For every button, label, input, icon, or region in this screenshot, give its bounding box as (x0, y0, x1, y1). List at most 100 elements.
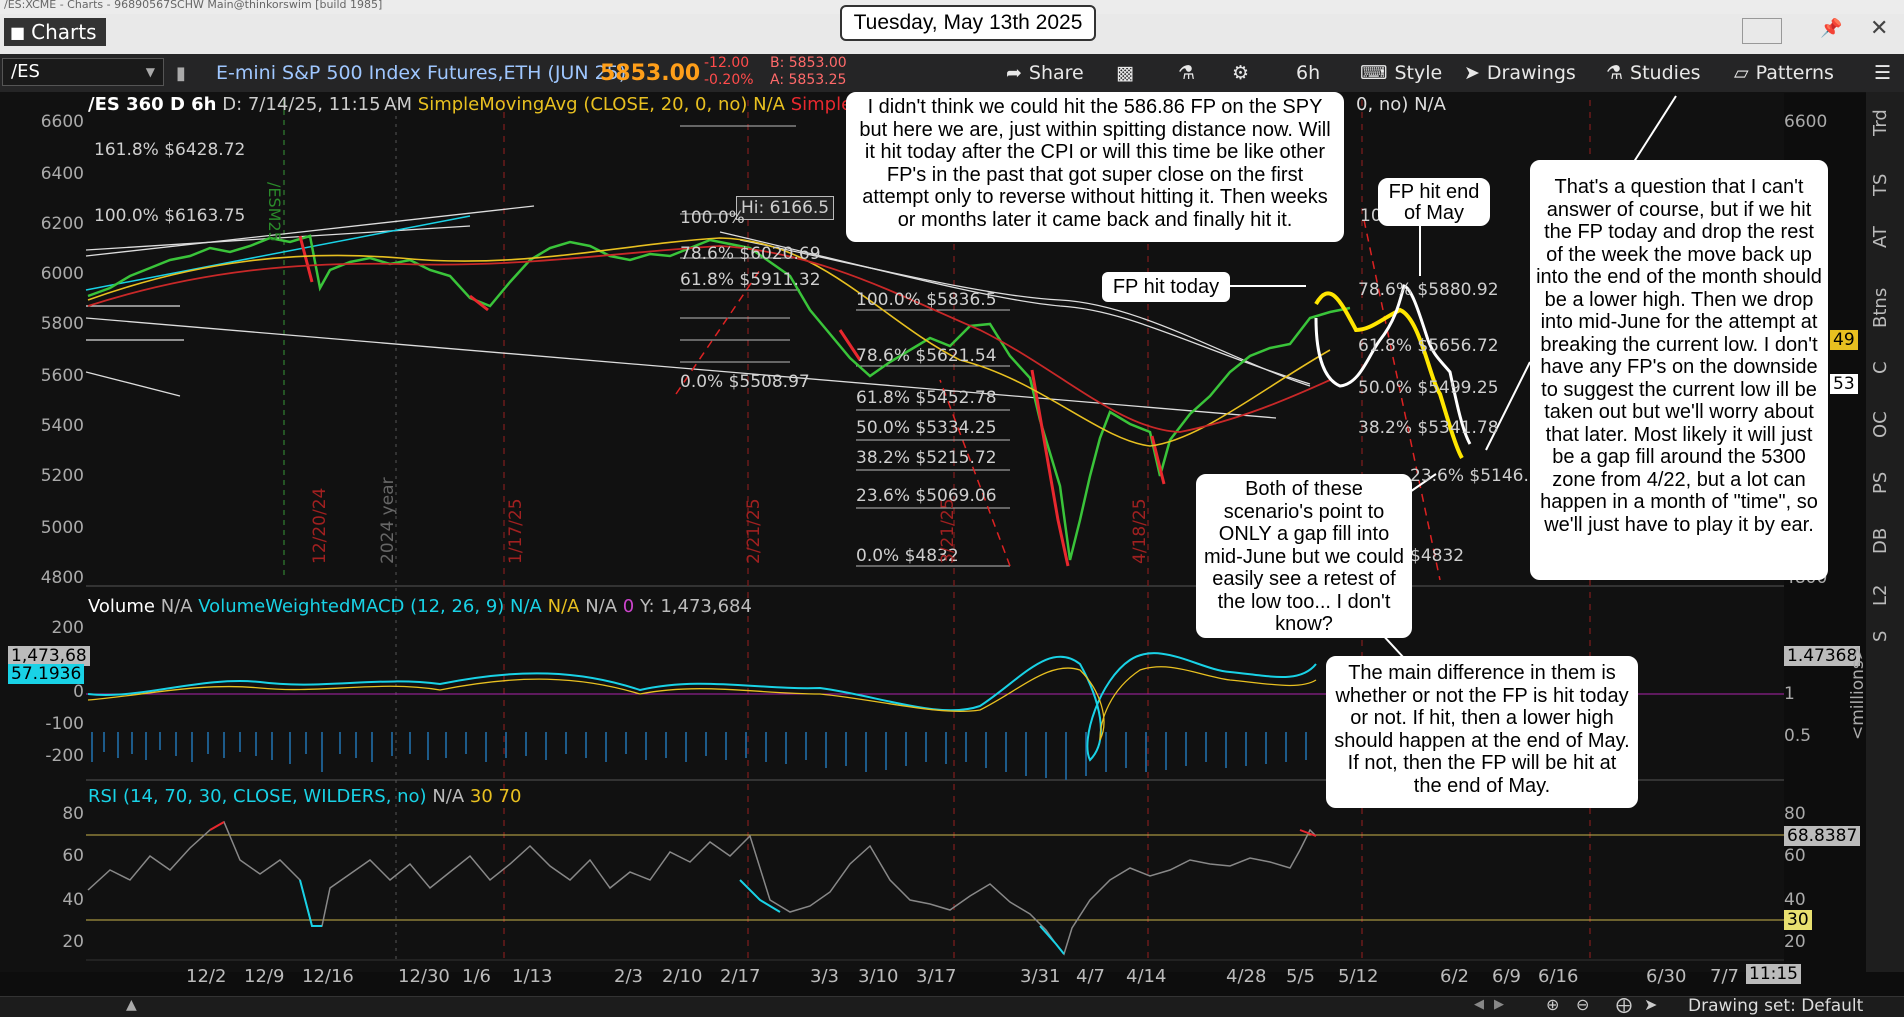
zoom-out-icon[interactable]: ⊖ (1576, 995, 1590, 1014)
vertical-label: /ESM25 (265, 182, 284, 242)
price-axis-right-label: 6600 (1784, 112, 1828, 132)
vertical-label: 12/20/24 (310, 487, 330, 564)
chart-toolbar: /ES ▼ ▮ E-mini S&P 500 Index Futures,ETH … (0, 54, 1904, 93)
fib-label: 23.6% $5146.94 (1410, 466, 1551, 486)
fib-label: 61.8% $5911.32 (680, 270, 821, 290)
rsi-axis-right-label: 40 (1784, 890, 1806, 910)
sma-study-label[interactable]: SimpleMovingAvg (CLOSE, 20, 0, no) (417, 94, 748, 115)
price-axis-label: 6200 (40, 214, 84, 234)
timeframe-button[interactable]: 6h (1296, 62, 1321, 84)
high-label: Hi: 6166.5 (736, 196, 835, 220)
rsi-axis-right-label: 80 (1784, 804, 1806, 824)
style-label: Style (1394, 62, 1443, 84)
pin-icon[interactable]: 📌 (1820, 18, 1843, 39)
cursor-icon[interactable]: ➤ (1644, 995, 1658, 1014)
x-axis-label: 4/28 (1226, 966, 1267, 987)
volume-axis-label: 200 (51, 618, 84, 638)
share-button[interactable]: ➦ Share (1006, 54, 1084, 92)
tab-ts[interactable]: TS (1870, 173, 1891, 196)
header-tail-value: N/A (1414, 94, 1446, 115)
tab-trd[interactable]: Trd (1870, 109, 1891, 136)
drawings-button[interactable]: ➤ Drawings (1464, 54, 1576, 92)
macd-study-label[interactable]: VolumeWeightedMACD (12, 26, 9) (198, 596, 505, 617)
rsi-30-tag: 30 (1784, 910, 1812, 930)
tab-c[interactable]: C (1870, 361, 1891, 374)
price-axis-label: 5400 (40, 416, 84, 436)
rsi-axis-right-label: 20 (1784, 932, 1806, 952)
macd-value-tag: 57.1936 (8, 664, 85, 684)
chart-header: /ES 360 D 6h D: 7/14/25, 11:15 AM Simple… (88, 94, 906, 115)
note-both: Both of these scenario's point to ONLY a… (1196, 474, 1412, 638)
volume-axis-right-label: 1 (1784, 684, 1795, 704)
note-question: That's a question that I can't answer of… (1530, 160, 1828, 580)
x-axis-label: 12/2 (186, 966, 227, 987)
gear-icon[interactable]: ⚙ (1232, 62, 1250, 84)
crosshair-icon[interactable]: ⨁ (1616, 995, 1632, 1014)
zoom-in-icon[interactable]: ⊕ (1546, 995, 1560, 1014)
tab-btns[interactable]: Btns (1870, 287, 1891, 328)
scroll-left-icon[interactable]: ◀ (1474, 997, 1484, 1012)
sma-value: N/A (753, 94, 785, 115)
patterns-button[interactable]: ▱ Patterns (1734, 54, 1834, 92)
studies-button[interactable]: ⚗ Studies (1606, 54, 1701, 92)
link-icon[interactable]: ▮ (176, 62, 186, 84)
change-value: -12.00 (704, 55, 750, 71)
chart-title: /ES 360 D 6h (88, 94, 217, 115)
x-axis-label: 12/9 (244, 966, 285, 987)
volume-axis-right-label: 0.5 (1784, 726, 1812, 746)
last-price: 5853.00 (600, 60, 701, 86)
tab-s[interactable]: S (1870, 630, 1891, 642)
note-difference: The main difference in them is whether o… (1326, 656, 1638, 808)
millions-label: <millions> (1848, 646, 1868, 740)
close-icon[interactable]: ✕ (1870, 16, 1889, 41)
menu-icon[interactable]: ☰ (1874, 62, 1892, 84)
charts-tab-label: Charts (31, 20, 97, 44)
tab-db[interactable]: DB (1870, 527, 1891, 554)
vertical-label: 2024 year (378, 477, 398, 564)
change-percent: -0.20% (704, 72, 754, 88)
scroll-right-icon[interactable]: ▶ (1494, 997, 1504, 1012)
macd-avg-value: N/A (547, 596, 580, 617)
volume-label[interactable]: Volume (88, 596, 155, 617)
window-restore-box[interactable] (1742, 18, 1782, 44)
charts-tab[interactable]: ■ Charts (4, 18, 106, 46)
price-axis-label: 5200 (40, 466, 84, 486)
time-tag: 11:15 (1746, 964, 1801, 984)
y-readout: Y: 1,473,684 (639, 596, 752, 617)
chevron-down-icon[interactable]: ▼ (145, 65, 155, 79)
rsi-study-label[interactable]: RSI (14, 70, 30, CLOSE, WILDERS, no) (88, 786, 427, 807)
price-tag: 49 (1830, 330, 1858, 350)
tab-oc[interactable]: OC (1870, 411, 1891, 438)
tab-at[interactable]: AT (1870, 226, 1891, 248)
tab-l2[interactable]: L2 (1870, 584, 1891, 606)
symbol-input[interactable]: /ES ▼ (2, 58, 164, 86)
macd-diff-value: N/A (585, 596, 618, 617)
rsi-overbought: 70 (498, 786, 522, 807)
flask-icon[interactable]: ⚗ (1178, 62, 1196, 84)
style-button[interactable]: ⌨ Style (1360, 54, 1442, 92)
note-fp-end: FP hit end of May (1378, 178, 1490, 226)
fib-label: 0.0% $5508.97 (680, 372, 810, 392)
fib-label: 50.0% $5334.25 (856, 418, 997, 438)
collapse-icon[interactable]: ▲ (126, 997, 137, 1013)
macd-value: N/A (510, 596, 542, 617)
ask-value: A: 5853.25 (770, 72, 847, 88)
rsi-axis-label: 40 (62, 890, 84, 910)
studies-label: Studies (1630, 62, 1701, 84)
header-tail: 0, no) (1356, 94, 1409, 115)
x-axis-label: 12/16 (302, 966, 354, 987)
share-label: Share (1028, 62, 1084, 84)
tab-ps[interactable]: PS (1870, 471, 1891, 494)
x-axis-label: 3/10 (858, 966, 899, 987)
price-axis-label: 6600 (40, 112, 84, 132)
rsi-axis-label: 20 (62, 932, 84, 952)
x-axis-label: 6/16 (1538, 966, 1579, 987)
x-axis-label: 2/17 (720, 966, 761, 987)
date-bubble: Tuesday, May 13th 2025 (840, 5, 1096, 41)
window-title: /ES:XCME - Charts - 96890567SCHW Main@th… (4, 0, 383, 11)
symbol-value: /ES (11, 61, 40, 82)
drawing-set-label[interactable]: Drawing set: Default (1688, 996, 1864, 1016)
newsfeed-icon[interactable]: ▩ (1116, 62, 1134, 84)
fib-label: 0.0% $4832 (856, 546, 959, 566)
fib-label: 61.8% $5656.72 (1358, 336, 1499, 356)
